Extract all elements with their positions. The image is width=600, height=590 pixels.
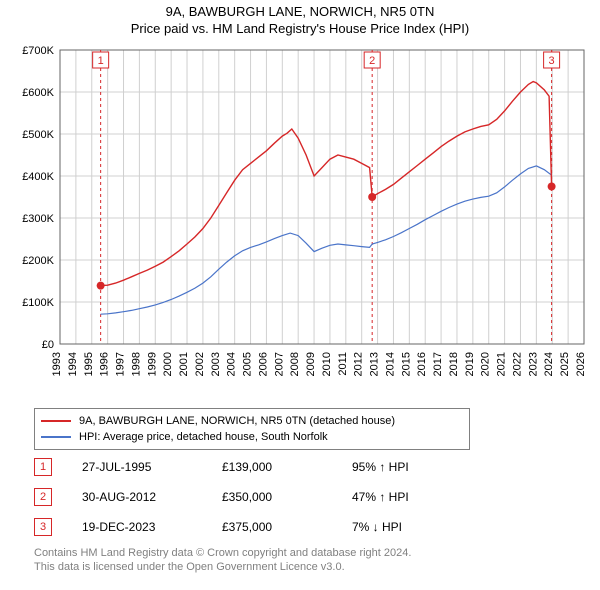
- legend-swatch: [41, 436, 71, 438]
- footer-line-1: Contains HM Land Registry data © Crown c…: [34, 546, 411, 560]
- legend-swatch: [41, 420, 71, 422]
- svg-text:1995: 1995: [83, 352, 95, 376]
- cell-price: £139,000: [222, 460, 352, 474]
- cell-date: 27-JUL-1995: [82, 460, 222, 474]
- svg-text:£100K: £100K: [22, 297, 54, 309]
- svg-text:£0: £0: [42, 339, 54, 351]
- svg-text:2013: 2013: [369, 352, 381, 376]
- svg-text:£600K: £600K: [22, 87, 54, 99]
- svg-text:1: 1: [98, 55, 104, 67]
- svg-text:2026: 2026: [575, 352, 587, 376]
- marker-index-box: 2: [34, 488, 52, 506]
- svg-text:2019: 2019: [464, 352, 476, 376]
- svg-text:2002: 2002: [194, 352, 206, 376]
- svg-text:2004: 2004: [226, 352, 238, 376]
- table-row: 3 19-DEC-2023 £375,000 7% ↓ HPI: [34, 512, 452, 542]
- svg-text:2017: 2017: [432, 352, 444, 376]
- table-row: 1 27-JUL-1995 £139,000 95% ↑ HPI: [34, 452, 452, 482]
- svg-text:2001: 2001: [178, 352, 190, 376]
- svg-text:3: 3: [549, 55, 555, 67]
- svg-text:£500K: £500K: [22, 129, 54, 141]
- svg-text:1993: 1993: [51, 352, 63, 376]
- table-row: 2 30-AUG-2012 £350,000 47% ↑ HPI: [34, 482, 452, 512]
- svg-text:2022: 2022: [511, 352, 523, 376]
- svg-text:2005: 2005: [242, 352, 254, 376]
- svg-text:1999: 1999: [146, 352, 158, 376]
- svg-text:2008: 2008: [289, 352, 301, 376]
- cell-price: £375,000: [222, 520, 352, 534]
- svg-text:2014: 2014: [384, 352, 396, 376]
- svg-text:2010: 2010: [321, 352, 333, 376]
- svg-text:2020: 2020: [480, 352, 492, 376]
- svg-text:2000: 2000: [162, 352, 174, 376]
- svg-text:2011: 2011: [337, 352, 349, 376]
- marker-index-box: 1: [34, 458, 52, 476]
- svg-text:1996: 1996: [99, 352, 111, 376]
- svg-text:2015: 2015: [400, 352, 412, 376]
- svg-text:2024: 2024: [543, 352, 555, 376]
- legend-item: 9A, BAWBURGH LANE, NORWICH, NR5 0TN (det…: [41, 413, 463, 429]
- title-line-1: 9A, BAWBURGH LANE, NORWICH, NR5 0TN: [0, 4, 600, 19]
- cell-date: 30-AUG-2012: [82, 490, 222, 504]
- footer-line-2: This data is licensed under the Open Gov…: [34, 560, 411, 574]
- svg-text:2016: 2016: [416, 352, 428, 376]
- svg-text:2021: 2021: [496, 352, 508, 376]
- svg-text:£400K: £400K: [22, 171, 54, 183]
- svg-text:2023: 2023: [527, 352, 539, 376]
- cell-delta: 7% ↓ HPI: [352, 520, 452, 534]
- svg-text:2012: 2012: [353, 352, 365, 376]
- cell-date: 19-DEC-2023: [82, 520, 222, 534]
- svg-text:2: 2: [369, 55, 375, 67]
- legend-label: 9A, BAWBURGH LANE, NORWICH, NR5 0TN (det…: [79, 415, 395, 427]
- legend: 9A, BAWBURGH LANE, NORWICH, NR5 0TN (det…: [34, 408, 470, 450]
- svg-text:2009: 2009: [305, 352, 317, 376]
- cell-price: £350,000: [222, 490, 352, 504]
- title-block: 9A, BAWBURGH LANE, NORWICH, NR5 0TN Pric…: [0, 0, 600, 36]
- marker-index-box: 3: [34, 518, 52, 536]
- svg-text:£300K: £300K: [22, 213, 54, 225]
- svg-text:1998: 1998: [130, 352, 142, 376]
- svg-text:1997: 1997: [115, 352, 127, 376]
- title-line-2: Price paid vs. HM Land Registry's House …: [0, 21, 600, 36]
- footer: Contains HM Land Registry data © Crown c…: [34, 546, 411, 575]
- svg-text:2018: 2018: [448, 352, 460, 376]
- legend-label: HPI: Average price, detached house, Sout…: [79, 431, 328, 443]
- cell-delta: 47% ↑ HPI: [352, 490, 452, 504]
- svg-text:1994: 1994: [67, 352, 79, 376]
- legend-item: HPI: Average price, detached house, Sout…: [41, 429, 463, 445]
- svg-text:2025: 2025: [559, 352, 571, 376]
- svg-text:£700K: £700K: [22, 45, 54, 57]
- svg-text:2007: 2007: [273, 352, 285, 376]
- chart: £0 £100K £200K £300K £400K £500K £600K £700K 199…: [8, 44, 592, 404]
- svg-text:£200K: £200K: [22, 255, 54, 267]
- transactions-table: 1 27-JUL-1995 £139,000 95% ↑ HPI 2 30-AU…: [34, 452, 452, 542]
- svg-text:2003: 2003: [210, 352, 222, 376]
- svg-text:2006: 2006: [257, 352, 269, 376]
- cell-delta: 95% ↑ HPI: [352, 460, 452, 474]
